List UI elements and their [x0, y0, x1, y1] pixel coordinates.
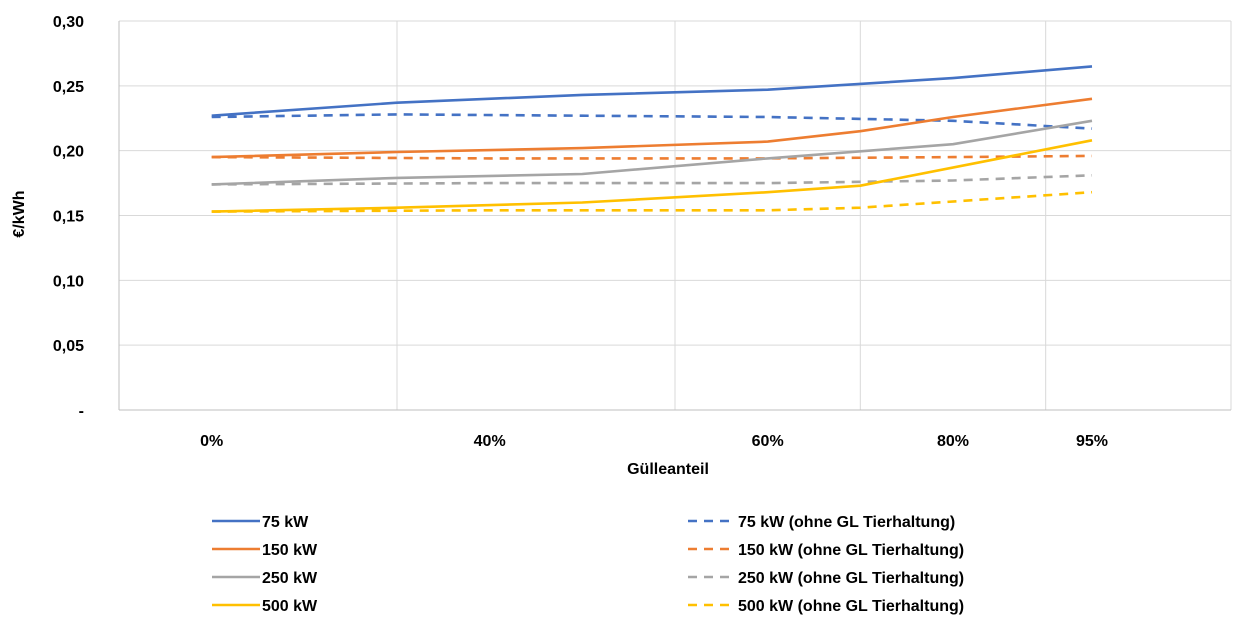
y-tick-label: 0,25	[53, 79, 84, 96]
series-line-6	[211, 139, 1093, 213]
x-tick-label: 0%	[200, 433, 223, 450]
grid	[119, 20, 1232, 410]
series-line-7	[211, 190, 1093, 213]
legend-label: 150 kW	[262, 542, 318, 559]
axes	[118, 21, 1231, 411]
legend-item-2: 150 kW	[212, 542, 318, 559]
legend-label: 500 kW	[262, 598, 318, 615]
y-tick-label: 0,05	[53, 338, 84, 355]
y-tick-label: 0,30	[53, 14, 84, 31]
legend-item-7: 500 kW (ohne GL Tierhaltung)	[688, 598, 964, 615]
y-tick-label: 0,10	[53, 273, 84, 290]
legend-label: 75 kW	[262, 514, 309, 531]
legend-item-0: 75 kW	[212, 514, 309, 531]
series-line-3	[211, 154, 1093, 160]
x-tick-label: 40%	[474, 433, 506, 450]
series-line-0	[211, 65, 1093, 117]
legend-label: 75 kW (ohne GL Tierhaltung)	[738, 514, 955, 531]
x-axis-title: Gülleanteil	[627, 461, 709, 478]
legend-item-1: 75 kW (ohne GL Tierhaltung)	[688, 514, 955, 531]
legend-item-3: 150 kW (ohne GL Tierhaltung)	[688, 542, 964, 559]
series-lines	[211, 65, 1093, 213]
legend-item-4: 250 kW	[212, 570, 318, 587]
legend-label: 500 kW (ohne GL Tierhaltung)	[738, 598, 964, 615]
legend: 75 kW 75 kW (ohne GL Tierhaltung) 150 kW 15…	[212, 514, 964, 615]
legend-label: 250 kW (ohne GL Tierhaltung)	[738, 570, 964, 587]
legend-label: 250 kW	[262, 570, 318, 587]
legend-item-6: 500 kW	[212, 598, 318, 615]
legend-item-5: 250 kW (ohne GL Tierhaltung)	[688, 570, 964, 587]
x-tick-label: 80%	[937, 433, 969, 450]
y-tick-label: 0,20	[53, 144, 84, 161]
tick-labels: - 0,05 0,10 0,15 0,20 0,25 0,30 0% 40% 60% 80% 95%	[53, 14, 1108, 450]
x-tick-label: 60%	[752, 433, 784, 450]
y-tick-label: -	[79, 403, 84, 420]
series-line-2	[211, 97, 1093, 159]
series-line-5	[211, 174, 1093, 186]
legend-label: 150 kW (ohne GL Tierhaltung)	[738, 542, 964, 559]
y-tick-label: 0,15	[53, 209, 84, 226]
x-tick-label: 95%	[1076, 433, 1108, 450]
y-axis-title: €/kWh	[11, 190, 28, 237]
series-line-4	[211, 119, 1093, 186]
